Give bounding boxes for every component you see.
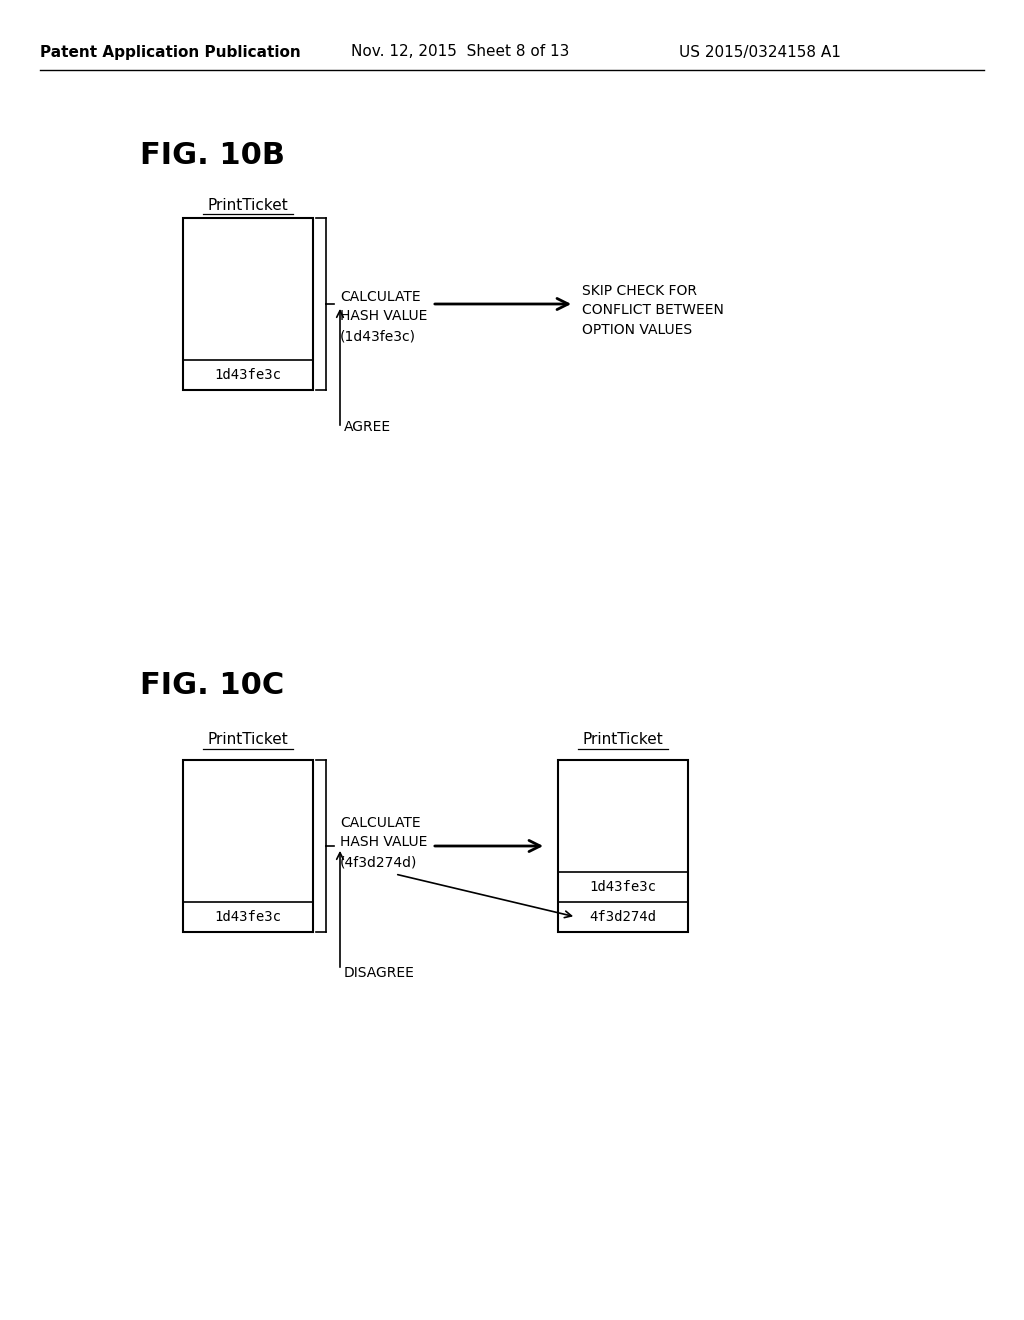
Text: PrintTicket: PrintTicket [583, 733, 664, 747]
Text: FIG. 10B: FIG. 10B [140, 140, 285, 169]
Bar [558, 760, 688, 932]
Text: Nov. 12, 2015  Sheet 8 of 13: Nov. 12, 2015 Sheet 8 of 13 [351, 45, 569, 59]
Text: PrintTicket: PrintTicket [208, 733, 289, 747]
Text: 4f3d274d: 4f3d274d [590, 909, 656, 924]
Bar [183, 760, 313, 932]
Bar [183, 218, 313, 389]
Text: DISAGREE: DISAGREE [344, 966, 415, 979]
Text: 1d43fe3c: 1d43fe3c [214, 909, 282, 924]
Text: SKIP CHECK FOR
CONFLICT BETWEEN
OPTION VALUES: SKIP CHECK FOR CONFLICT BETWEEN OPTION V… [582, 284, 724, 337]
Text: US 2015/0324158 A1: US 2015/0324158 A1 [679, 45, 841, 59]
Text: FIG. 10C: FIG. 10C [140, 671, 285, 700]
Text: CALCULATE
HASH VALUE
(4f3d274d): CALCULATE HASH VALUE (4f3d274d) [340, 816, 427, 869]
Text: Patent Application Publication: Patent Application Publication [40, 45, 300, 59]
Text: PrintTicket: PrintTicket [208, 198, 289, 213]
Text: 1d43fe3c: 1d43fe3c [590, 880, 656, 894]
Text: CALCULATE
HASH VALUE
(1d43fe3c): CALCULATE HASH VALUE (1d43fe3c) [340, 290, 427, 343]
Text: AGREE: AGREE [344, 420, 391, 434]
Text: 1d43fe3c: 1d43fe3c [214, 368, 282, 381]
